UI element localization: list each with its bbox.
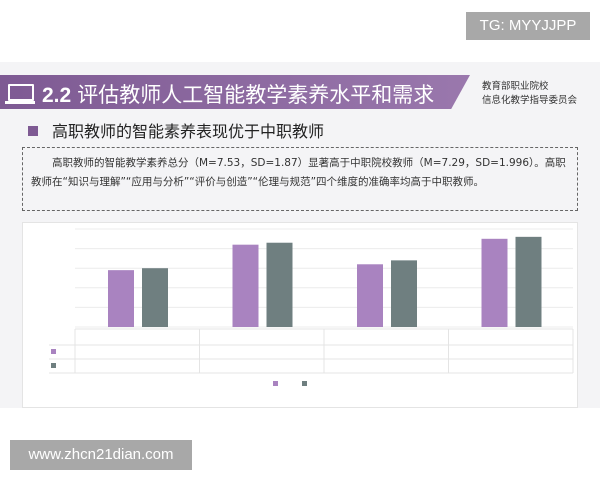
summary-box: 高职教师的智能教学素养总分（M=7.53，SD=1.87）显著高于中职院校教师（… — [22, 147, 578, 211]
watermark-top: TG: MYYJJPP — [466, 12, 590, 40]
title-text: 评估教师人工智能教学素养水平和需求 — [77, 83, 435, 107]
legend-key-series1 — [273, 381, 278, 386]
watermark-bottom: www.zhcn21dian.com — [10, 440, 192, 470]
bar-series1 — [232, 244, 259, 327]
chart-svg — [49, 228, 574, 386]
bar-series1 — [481, 238, 508, 327]
laptop-icon — [5, 84, 35, 104]
subtitle: 高职教师的智能素养表现优于中职教师 — [28, 118, 324, 142]
slide-title: 2.2 评估教师人工智能教学素养水平和需求 — [42, 79, 434, 109]
legend-key-series2 — [302, 381, 307, 386]
header-band: 2.2 评估教师人工智能教学素养水平和需求 — [0, 75, 470, 109]
org-line1: 教育部职业院校 — [482, 81, 549, 92]
bar-series2 — [391, 260, 417, 327]
bar-series1 — [108, 270, 134, 327]
org-line2: 信息化教学指导委员会 — [482, 95, 578, 106]
bullet-square-icon — [28, 126, 38, 136]
bar-series2 — [142, 268, 168, 327]
bar-series2 — [515, 236, 542, 327]
chart — [22, 222, 578, 408]
table-legend-key — [51, 363, 56, 368]
section-number: 2.2 — [42, 84, 72, 107]
slide: 2.2 评估教师人工智能教学素养水平和需求 教育部职业院校信息化教学指导委员会 高… — [0, 62, 600, 408]
bar-series2 — [266, 242, 293, 327]
subtitle-text: 高职教师的智能素养表现优于中职教师 — [52, 122, 325, 141]
org-logo-text: 教育部职业院校信息化教学指导委员会 — [482, 80, 577, 108]
table-legend-key — [51, 349, 56, 354]
bar-series1 — [357, 264, 383, 327]
